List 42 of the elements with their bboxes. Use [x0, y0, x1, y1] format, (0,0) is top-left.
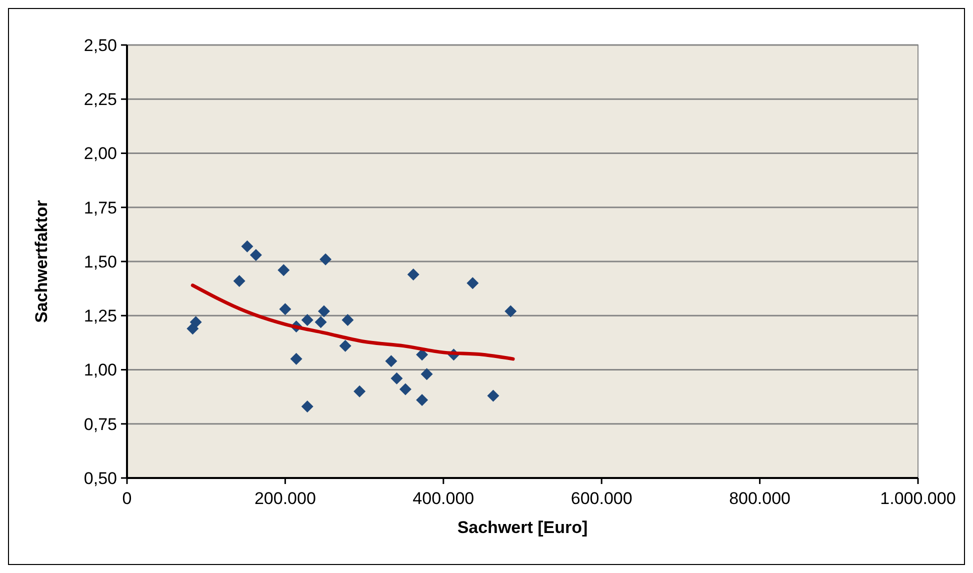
point	[278, 264, 290, 276]
y-tick-label: 2,50	[84, 36, 117, 55]
y-tick-label: 0,50	[84, 468, 117, 488]
y-tick-label: 2,25	[84, 90, 117, 110]
point	[301, 400, 314, 413]
y-axis-title: Sachwertfaktor	[32, 200, 51, 323]
y-tick-label: 1,75	[84, 198, 117, 218]
point	[241, 240, 254, 252]
y-tick-label: 2,00	[84, 144, 117, 164]
x-tick-label: 600.000	[570, 489, 632, 508]
point	[466, 277, 479, 290]
line-series	[190, 284, 515, 361]
point	[339, 340, 352, 352]
point	[314, 316, 327, 328]
point	[416, 394, 428, 406]
y-tick-label: 1,25	[84, 306, 117, 326]
point	[487, 390, 500, 402]
point	[342, 314, 354, 326]
y-tick-label: 0,75	[84, 414, 117, 434]
point	[290, 352, 302, 365]
point	[407, 268, 420, 280]
x-tick-label: 400.000	[412, 489, 474, 508]
x-tick-label: 1.000.000	[880, 489, 956, 508]
point	[399, 383, 412, 396]
point	[233, 274, 246, 287]
point	[390, 372, 403, 384]
x-tick-label: 200.000	[254, 489, 316, 508]
y-tick-label: 1,00	[84, 360, 117, 380]
point	[190, 316, 202, 328]
point	[250, 249, 262, 262]
point	[354, 385, 366, 398]
point	[279, 303, 292, 316]
x-axis-title: Sachwert [Euro]	[457, 518, 588, 537]
x-tick-label: 800.000	[729, 489, 791, 508]
point	[504, 305, 517, 318]
x-tick-label: 0	[122, 489, 132, 508]
point	[420, 368, 433, 380]
y-tick-label: 1,50	[84, 252, 117, 272]
point	[301, 314, 314, 326]
point	[385, 355, 398, 368]
point	[320, 253, 332, 266]
point	[318, 305, 330, 318]
